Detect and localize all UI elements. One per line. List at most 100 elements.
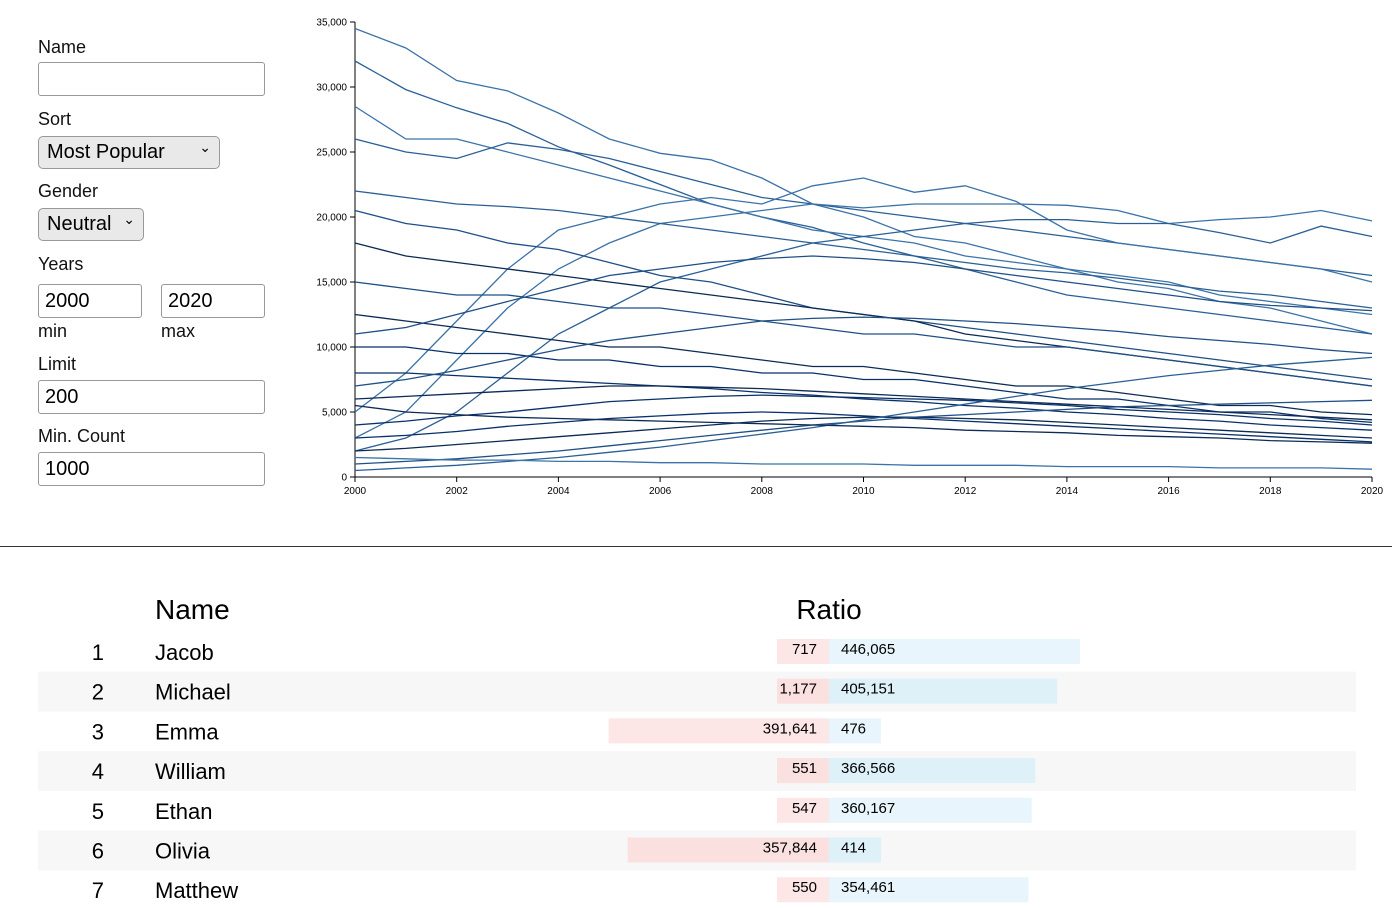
y-tick-label: 30,000 [316, 83, 347, 94]
name-input[interactable] [38, 62, 265, 96]
series-line [354, 105, 1373, 316]
rank: 6 [92, 839, 104, 864]
series-line [354, 416, 1373, 452]
series-line [354, 209, 1373, 381]
male-count: 366,566 [841, 760, 895, 777]
year-max-input[interactable] [161, 284, 265, 318]
series-line [354, 404, 1373, 444]
label: Min. Count [38, 426, 126, 446]
rank: 4 [92, 759, 104, 784]
series-line [355, 372, 1373, 431]
series-line [354, 313, 1373, 416]
female-bar [608, 718, 829, 744]
label: max [161, 321, 196, 341]
female-bar [777, 678, 829, 704]
series-line [354, 27, 1373, 335]
series-line [354, 399, 1373, 465]
select-value: Most Popular [47, 141, 165, 163]
row-stripe [38, 751, 1356, 792]
female-bar [777, 797, 829, 823]
series-line [354, 411, 1373, 443]
series-line [354, 242, 1373, 387]
y-tick-label: 0 [341, 473, 347, 484]
female-bar [627, 837, 829, 863]
label: Gender [38, 181, 99, 201]
female-count: 547 [792, 800, 817, 817]
row-stripe [38, 671, 1356, 712]
series-line [354, 203, 1373, 439]
female-count: 391,641 [763, 720, 817, 737]
x-tick-label: 2020 [1361, 486, 1384, 497]
male-bar [829, 837, 881, 863]
female-count: 357,844 [763, 840, 817, 857]
gender-select[interactable]: Neutral [38, 208, 144, 241]
row-stripe [38, 830, 1356, 871]
column-header: Name [155, 594, 230, 625]
series-line [354, 316, 1373, 387]
select-value: Neutral [47, 213, 112, 235]
name: William [155, 759, 226, 784]
female-bar [777, 758, 829, 784]
rank: 3 [92, 719, 104, 744]
x-tick-label: 2008 [751, 486, 774, 497]
female-count: 550 [792, 879, 817, 896]
name: Olivia [155, 839, 211, 864]
male-count: 446,065 [841, 641, 895, 658]
female-bar [777, 877, 829, 903]
x-tick-label: 2002 [446, 486, 469, 497]
x-tick-label: 2004 [547, 486, 570, 497]
x-tick-label: 2016 [1157, 486, 1180, 497]
series-line [354, 190, 1373, 309]
series-line [354, 281, 1373, 387]
y-tick-label: 10,000 [316, 343, 347, 354]
column-header: Ratio [796, 594, 861, 625]
series-line [354, 356, 1373, 472]
name: Michael [155, 680, 231, 705]
female-count: 717 [792, 641, 817, 658]
male-bar [829, 877, 1029, 903]
y-tick-label: 5,000 [322, 408, 347, 419]
name: Emma [155, 719, 219, 744]
male-bar [829, 639, 1080, 664]
y-tick-label: 25,000 [316, 148, 347, 159]
series-line [354, 60, 1373, 335]
year-min-input[interactable] [38, 284, 142, 318]
label: Sort [38, 109, 72, 129]
series-line [354, 138, 1373, 277]
series-line [354, 177, 1373, 413]
x-tick-label: 2010 [852, 486, 875, 497]
rank: 7 [92, 878, 104, 903]
x-tick-label: 2012 [954, 486, 977, 497]
x-tick-label: 2018 [1259, 486, 1282, 497]
y-tick-label: 15,000 [316, 278, 347, 289]
label: min [38, 321, 68, 341]
series-line [354, 218, 1373, 452]
x-tick-label: 2006 [649, 486, 672, 497]
label: Limit [38, 354, 77, 374]
series-line [354, 255, 1373, 335]
min-count-input[interactable] [38, 452, 265, 486]
x-tick-label: 2000 [344, 486, 367, 497]
series-line [354, 394, 1373, 426]
rank: 1 [92, 640, 104, 665]
name: Ethan [155, 799, 213, 824]
rank: 2 [92, 680, 104, 705]
limit-input[interactable] [38, 380, 265, 414]
male-bar [829, 718, 881, 744]
male-count: 476 [841, 720, 866, 737]
label: Name [38, 37, 87, 57]
label: Years [38, 254, 84, 274]
sort-select[interactable]: Most Popular [38, 136, 220, 169]
series-line [354, 385, 1373, 421]
male-bar [829, 758, 1036, 784]
male-count: 414 [841, 840, 866, 857]
name: Jacob [155, 640, 214, 665]
series-line [354, 456, 1373, 470]
female-bar [777, 639, 829, 664]
rank: 5 [92, 799, 104, 824]
female-count: 1,177 [779, 681, 817, 698]
male-bar [829, 678, 1057, 704]
female-count: 551 [792, 760, 817, 777]
male-count: 360,167 [841, 800, 895, 817]
